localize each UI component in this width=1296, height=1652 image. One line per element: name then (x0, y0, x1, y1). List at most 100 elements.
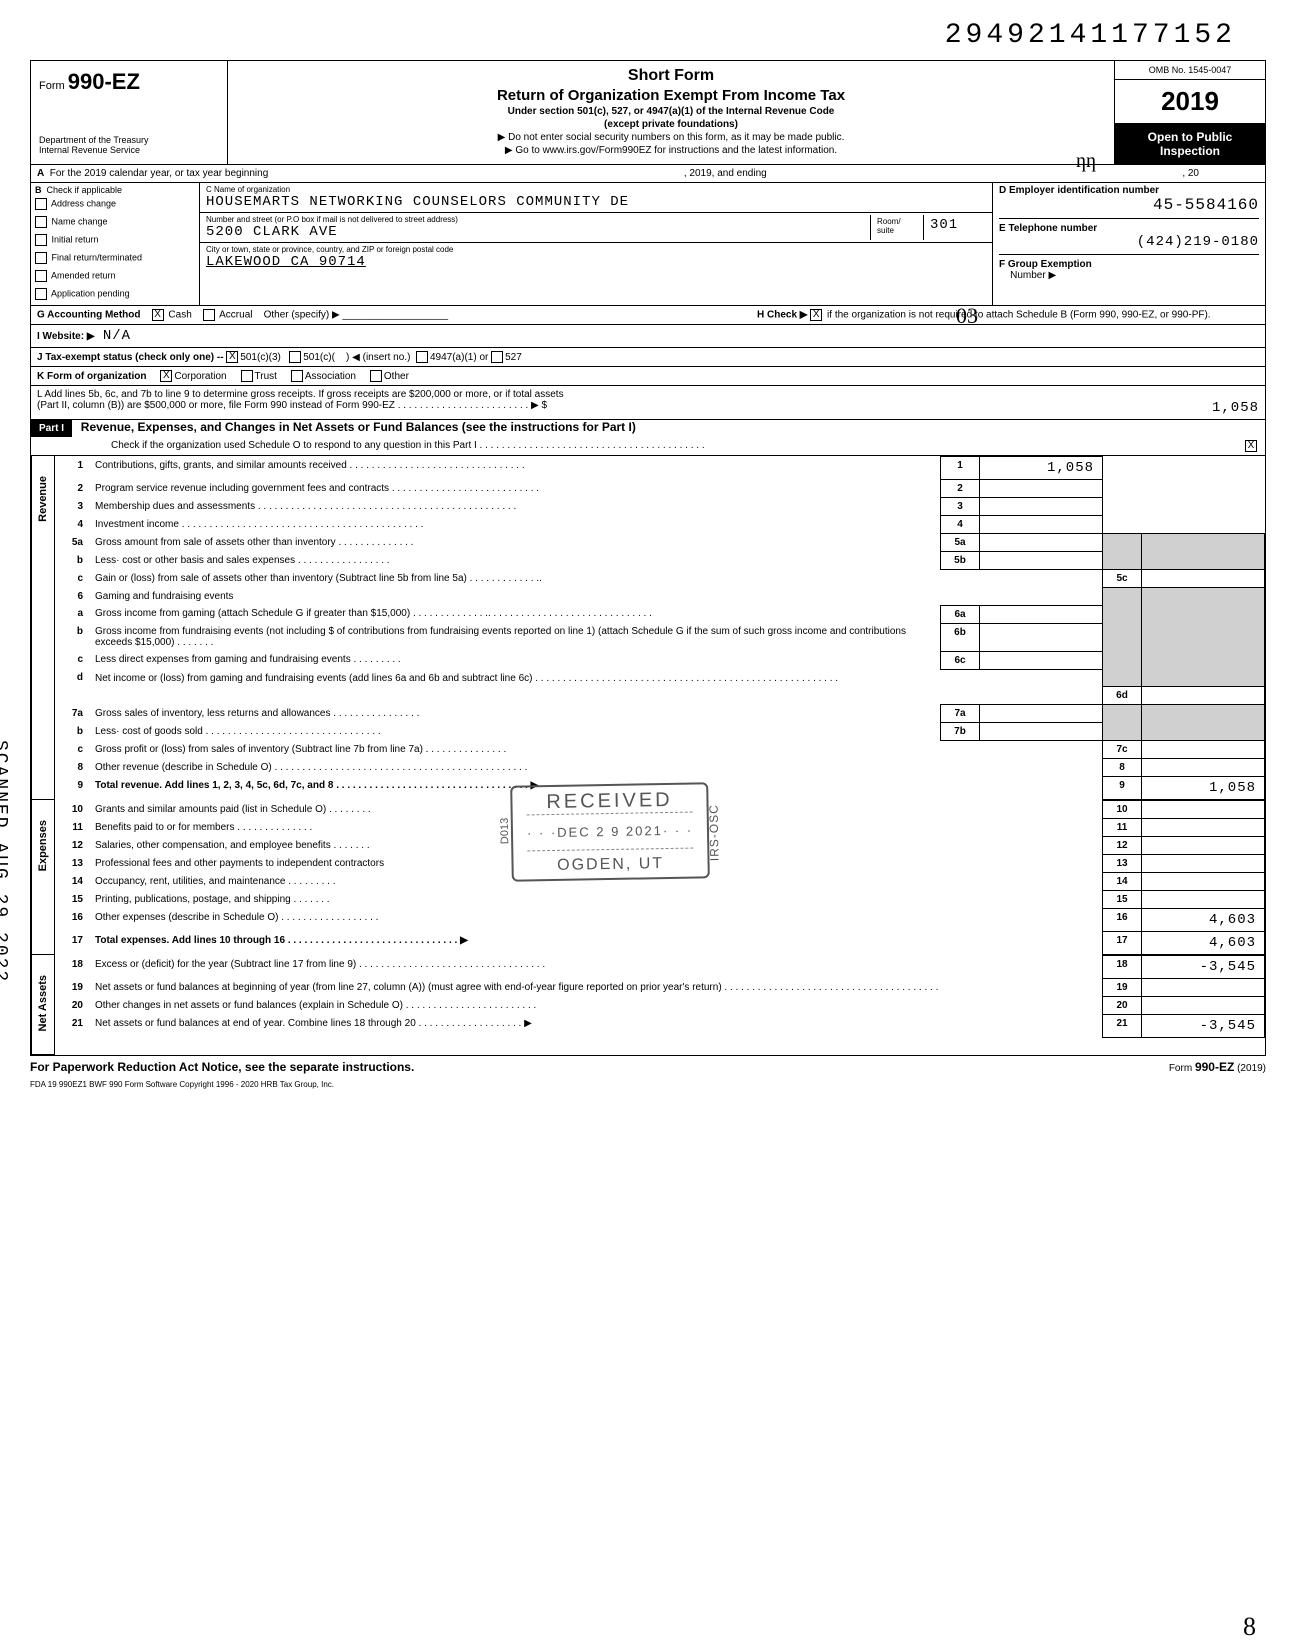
cb-final[interactable] (35, 252, 47, 264)
cb-amended[interactable] (35, 270, 47, 282)
revenue-section: Revenue 1Contributions, gifts, grants, a… (30, 456, 1266, 800)
cb-part1-schedo[interactable]: X (1245, 440, 1257, 452)
under-section: Under section 501(c), 527, or 4947(a)(1)… (232, 106, 1110, 117)
cb-kother[interactable] (370, 370, 382, 382)
revenue-table: 1Contributions, gifts, grants, and simil… (55, 456, 1265, 800)
l-value: 1,058 (1139, 400, 1259, 416)
part1-check-text: Check if the organization used Schedule … (111, 440, 1245, 452)
line-9-desc: Total revenue. Add lines 1, 2, 3, 4, 5c,… (95, 780, 538, 791)
form-label: Form (39, 80, 65, 92)
part1-title: Revenue, Expenses, and Changes in Net As… (75, 417, 642, 437)
b-item-1: Name change (52, 216, 108, 226)
received-side: IRS-OSC (707, 804, 722, 861)
line-5c-val (1142, 570, 1265, 588)
line-3-val (980, 498, 1103, 516)
line-18-desc: Excess or (deficit) for the year (Subtra… (91, 956, 1103, 979)
cb-h[interactable]: X (810, 309, 822, 321)
side-revenue: Revenue (31, 456, 55, 800)
h-text: if the organization is not required to a… (827, 310, 1211, 321)
line-8-desc: Other revenue (describe in Schedule O) .… (91, 759, 1103, 777)
cb-501c3[interactable]: X (226, 351, 238, 363)
row-l: L Add lines 5b, 6c, and 7b to line 9 to … (30, 386, 1266, 420)
line-15-desc: Printing, publications, postage, and shi… (91, 891, 1103, 909)
line-8-val (1142, 759, 1265, 777)
line-4-val (980, 516, 1103, 534)
received-stamp: RECEIVED · · ·DEC 2 9 2021· · · OGDEN, U… (510, 782, 710, 881)
b-item-4: Amended return (51, 270, 116, 280)
c-room: 301 (923, 215, 986, 240)
line-16-desc: Other expenses (describe in Schedule O) … (91, 909, 1103, 932)
c-org-name: HOUSEMARTS NETWORKING COUNSELORS COMMUNI… (206, 194, 986, 210)
b-header: Check if applicable (47, 185, 123, 195)
row-i: I Website: ▶ N/A (30, 325, 1266, 348)
short-form-title: Short Form (232, 67, 1110, 85)
d-label: D Employer identification number (999, 185, 1159, 196)
cb-cash[interactable]: X (152, 309, 164, 321)
cb-corp[interactable]: X (160, 370, 172, 382)
k-assoc: Association (305, 371, 356, 382)
line-19-desc: Net assets or fund balances at beginning… (91, 979, 1103, 997)
line-2-desc: Program service revenue including govern… (91, 480, 941, 498)
line-12-val (1142, 837, 1265, 855)
cb-name[interactable] (35, 216, 47, 228)
line-6d-desc: Net income or (loss) from gaming and fun… (91, 669, 1103, 687)
cb-4947[interactable] (416, 351, 428, 363)
line-20-desc: Other changes in net assets or fund bala… (91, 997, 1103, 1015)
cb-initial[interactable] (35, 234, 47, 246)
g-other: Other (specify) ▶ (264, 310, 340, 321)
c-city: LAKEWOOD CA 90714 (206, 254, 986, 270)
cb-address[interactable] (35, 198, 47, 210)
line-4-desc: Investment income . . . . . . . . . . . … (91, 516, 941, 534)
k-other: Other (384, 371, 409, 382)
line-7b-desc: Less· cost of goods sold . . . . . . . .… (95, 726, 381, 737)
part1-label: Part I (31, 420, 72, 437)
line-15-val (1142, 891, 1265, 909)
received-title: RECEIVED (526, 789, 692, 815)
row-j: J Tax-exempt status (check only one) -- … (30, 348, 1266, 367)
line-17-val: 4,603 (1142, 932, 1265, 955)
line-5c-desc: Gain or (loss) from sale of assets other… (91, 570, 1103, 588)
cb-trust[interactable] (241, 370, 253, 382)
section-bcdef: B Check if applicable Address change Nam… (30, 183, 1266, 306)
c-street: 5200 CLARK AVE (206, 224, 870, 240)
line-7a-desc: Gross sales of inventory, less returns a… (95, 708, 419, 719)
footer-form-label: Form (1169, 1063, 1192, 1074)
col-c: C Name of organization HOUSEMARTS NETWOR… (200, 183, 993, 305)
f-label: F Group Exemption (999, 259, 1092, 270)
cb-501c[interactable] (289, 351, 301, 363)
row-k: K Form of organization X Corporation Tru… (30, 367, 1266, 386)
cb-pending[interactable] (35, 288, 47, 300)
h-label: H Check ▶ (757, 310, 807, 321)
cb-accrual[interactable] (203, 309, 215, 321)
line-6a-desc: Gross income from gaming (attach Schedul… (95, 608, 652, 619)
line-21-val: -3,545 (1142, 1015, 1265, 1038)
received-loc: OGDEN, UT (527, 849, 694, 876)
footer-tiny: FDA 19 990EZ1 BWF 990 Form Software Copy… (30, 1074, 1266, 1089)
line-20-val (1142, 997, 1265, 1015)
line-5a-desc: Gross amount from sale of assets other t… (95, 537, 413, 548)
c-label: C Name of organization (206, 185, 986, 194)
footer-form-year: (2019) (1237, 1063, 1266, 1074)
i-website: N/A (103, 328, 131, 344)
return-title: Return of Organization Exempt From Incom… (232, 87, 1110, 104)
line-6-desc: Gaming and fundraising events (91, 588, 1103, 606)
side-netassets: Net Assets (31, 955, 55, 1055)
line-1-val: 1,058 (980, 457, 1103, 480)
l-text2: (Part II, column (B)) are $500,000 or mo… (37, 400, 1139, 416)
cb-assoc[interactable] (291, 370, 303, 382)
b-item-0: Address change (51, 198, 116, 208)
line-1-desc: Contributions, gifts, grants, and simila… (91, 457, 941, 480)
line-2-val (980, 480, 1103, 498)
line-6c-desc: Less direct expenses from gaming and fun… (95, 654, 401, 665)
c-city-label: City or town, state or province, country… (206, 245, 986, 254)
dept-treasury: Department of the Treasury (39, 135, 219, 145)
side-expenses: Expenses (31, 800, 55, 955)
line-a-end: , 20 (1182, 168, 1199, 179)
col-b: B Check if applicable Address change Nam… (31, 183, 200, 305)
e-label: E Telephone number (999, 223, 1097, 234)
b-item-5: Application pending (51, 288, 130, 298)
line-17-desc: Total expenses. Add lines 10 through 16 … (95, 935, 468, 946)
cb-527[interactable] (491, 351, 503, 363)
line-5b-desc: Less· cost or other basis and sales expe… (95, 555, 390, 566)
j-insert: ) ◀ (insert no.) (346, 352, 410, 363)
